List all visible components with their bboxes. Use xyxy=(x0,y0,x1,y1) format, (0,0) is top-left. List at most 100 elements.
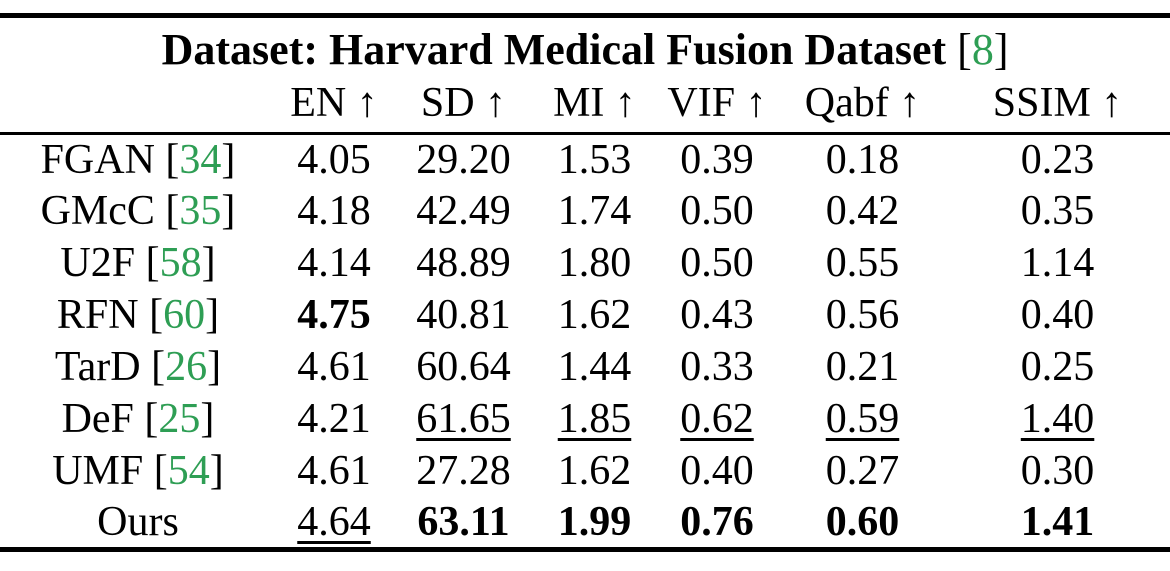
value-cell: 0.50 xyxy=(654,237,780,289)
value-cell: 0.33 xyxy=(654,341,780,393)
column-header-qabf: Qabf ↑ xyxy=(804,80,921,127)
metric-value: 1.14 xyxy=(1020,240,1095,286)
metric-value: 4.61 xyxy=(297,448,371,494)
citation-link[interactable]: 25 xyxy=(158,396,201,442)
value-cell: 1.53 xyxy=(535,133,654,185)
title-citation-link[interactable]: 8 xyxy=(971,25,994,74)
cite-bracket-open: [ xyxy=(154,136,180,183)
value-cell: 0.59 xyxy=(780,393,945,445)
value-cell: 27.28 xyxy=(392,445,535,497)
metric-value: 1.85 xyxy=(557,396,632,442)
value-cell: 0.27 xyxy=(780,445,945,497)
cite-bracket-close: ] xyxy=(205,292,220,338)
citation-link[interactable]: 35 xyxy=(179,188,222,234)
table-title: Dataset: Harvard Medical Fusion Dataset … xyxy=(0,16,1170,76)
metric-value: 1.99 xyxy=(557,498,632,545)
metric-value: 0.55 xyxy=(825,240,900,286)
metric-value: 0.35 xyxy=(1020,188,1095,234)
metric-value: 61.65 xyxy=(416,396,511,442)
cite-bracket-close: ] xyxy=(221,136,236,183)
method-name: GMcC xyxy=(40,188,155,234)
metric-value: 0.30 xyxy=(1020,448,1095,494)
metric-value: 0.21 xyxy=(825,344,900,390)
method-name: DeF xyxy=(61,396,134,442)
metric-value: 4.18 xyxy=(297,188,371,234)
method-name: UMF xyxy=(52,448,144,494)
value-cell: 1.80 xyxy=(535,237,654,289)
metric-value: 60.64 xyxy=(416,344,511,390)
cite-bracket-open: [ xyxy=(133,396,159,442)
citation-link[interactable]: 58 xyxy=(159,240,202,286)
table-row-gmcc: GMcC [35] 4.18 42.49 1.74 0.50 0.42 0.35 xyxy=(0,185,1170,237)
method-name: FGAN xyxy=(40,136,155,183)
table-row-umf: UMF [54] 4.61 27.28 1.62 0.40 0.27 0.30 xyxy=(0,445,1170,497)
metric-value: 0.39 xyxy=(680,136,754,183)
metric-value: 0.33 xyxy=(680,344,754,390)
value-cell: 60.64 xyxy=(392,341,535,393)
method-cell: RFN [60] xyxy=(0,289,276,341)
metric-value: 0.56 xyxy=(825,292,900,338)
metric-value: 4.14 xyxy=(297,240,371,286)
value-cell: 0.39 xyxy=(654,133,780,185)
cite-bracket-open: [ xyxy=(135,240,160,286)
value-cell: 4.21 xyxy=(276,393,392,445)
metric-value: 1.62 xyxy=(557,448,632,494)
value-cell: 42.49 xyxy=(392,185,535,237)
value-cell: 0.18 xyxy=(780,133,945,185)
column-header-en: EN ↑ xyxy=(290,80,378,127)
method-name: U2F xyxy=(60,240,136,286)
metric-value: 0.43 xyxy=(680,292,754,338)
cite-bracket-open: [ xyxy=(138,292,164,338)
metric-value: 0.50 xyxy=(680,188,754,234)
value-cell: 4.18 xyxy=(276,185,392,237)
metric-value: 4.75 xyxy=(297,292,371,338)
metric-value: 0.27 xyxy=(825,448,900,494)
value-cell: 4.61 xyxy=(276,445,392,497)
citation-link[interactable]: 34 xyxy=(179,136,222,183)
title-cite-bracket-close: ] xyxy=(993,25,1009,74)
metric-value: 0.76 xyxy=(680,498,754,545)
table-row-tard: TarD [26] 4.61 60.64 1.44 0.33 0.21 0.25 xyxy=(0,341,1170,393)
metric-value: 0.62 xyxy=(680,396,754,442)
value-cell: 1.85 xyxy=(535,393,654,445)
value-cell: 4.14 xyxy=(276,237,392,289)
value-cell: 1.99 xyxy=(535,497,654,549)
value-cell: 0.25 xyxy=(945,341,1170,393)
table-row-fgan: FGAN [34] 4.05 29.20 1.53 0.39 0.18 0.23 xyxy=(0,133,1170,185)
citation-link[interactable]: 60 xyxy=(163,292,206,338)
value-cell: 61.65 xyxy=(392,393,535,445)
metric-value: 40.81 xyxy=(416,292,511,338)
metric-value: 0.40 xyxy=(680,448,754,494)
value-cell: 0.42 xyxy=(780,185,945,237)
table-title-text: Dataset: Harvard Medical Fusion Dataset xyxy=(161,25,947,74)
value-cell: 48.89 xyxy=(392,237,535,289)
method-name: RFN xyxy=(56,292,139,338)
method-cell: Ours xyxy=(0,497,276,549)
value-cell: 4.75 xyxy=(276,289,392,341)
metric-value: 4.61 xyxy=(297,344,371,390)
metric-value: 48.89 xyxy=(416,240,511,286)
metric-value: 4.21 xyxy=(297,396,371,442)
table-header-row: EN ↑ SD ↑ MI ↑ VIF ↑ Qabf ↑ SSIM ↑ xyxy=(0,75,1170,133)
column-header-vif: VIF ↑ xyxy=(667,80,767,127)
citation-link[interactable]: 54 xyxy=(167,448,210,494)
value-cell: 0.40 xyxy=(945,289,1170,341)
value-cell: 1.40 xyxy=(945,393,1170,445)
cite-bracket-close: ] xyxy=(209,448,224,494)
metric-value: 4.64 xyxy=(297,498,371,545)
value-cell: 0.60 xyxy=(780,497,945,549)
value-cell: 4.61 xyxy=(276,341,392,393)
table-row-rfn: RFN [60] 4.75 40.81 1.62 0.43 0.56 0.40 xyxy=(0,289,1170,341)
metric-value: 0.50 xyxy=(680,240,754,286)
cite-bracket-close: ] xyxy=(200,396,215,442)
cite-bracket-close: ] xyxy=(221,188,236,234)
method-cell: GMcC [35] xyxy=(0,185,276,237)
value-cell: 4.05 xyxy=(276,133,392,185)
value-cell: 0.76 xyxy=(654,497,780,549)
value-cell: 0.23 xyxy=(945,133,1170,185)
citation-link[interactable]: 26 xyxy=(165,344,208,390)
metric-value: 0.40 xyxy=(1020,292,1095,338)
metric-value: 0.59 xyxy=(825,396,900,442)
cite-bracket-close: ] xyxy=(207,344,222,390)
table-title-row: Dataset: Harvard Medical Fusion Dataset … xyxy=(0,15,1170,76)
